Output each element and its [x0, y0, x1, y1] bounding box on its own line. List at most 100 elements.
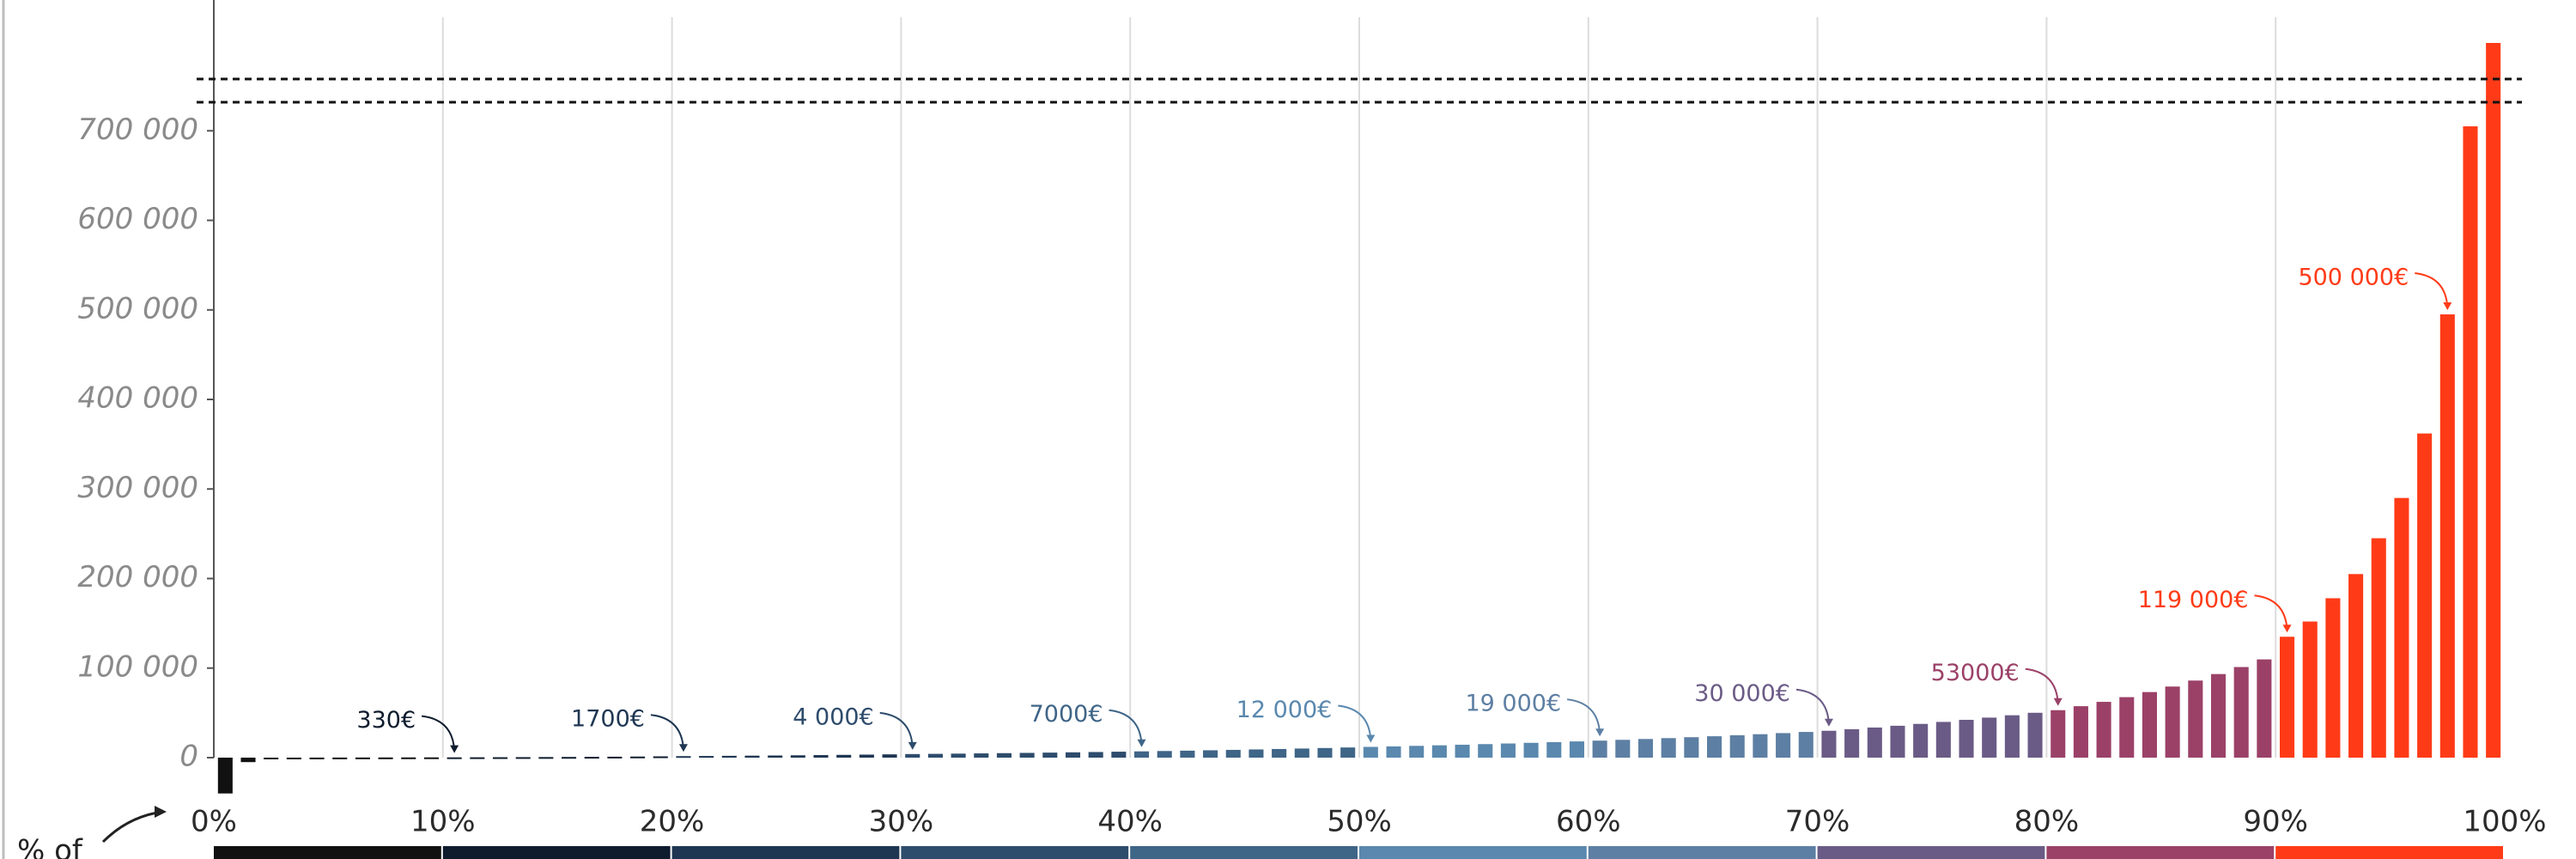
decile-band — [1130, 846, 1358, 859]
annotation-arrowhead — [2282, 624, 2292, 633]
bar — [1684, 737, 1699, 758]
bar — [2004, 715, 2020, 758]
x-tick-label: 20% — [640, 805, 705, 839]
bar — [2210, 673, 2227, 758]
decile-band — [442, 846, 671, 859]
bar — [2096, 702, 2111, 758]
bar — [217, 758, 233, 794]
x-tick-label: 90% — [2243, 805, 2308, 839]
bar — [2486, 43, 2501, 758]
annotation: 53000€ — [1931, 660, 2020, 686]
bar — [1249, 749, 1264, 758]
bar — [2371, 538, 2386, 758]
decile-band — [1588, 846, 1816, 859]
bar — [1431, 745, 1447, 758]
annotation-arrow — [1109, 709, 1143, 745]
bar — [1019, 752, 1035, 758]
annotation: 330€ — [356, 707, 416, 734]
bar — [1180, 750, 1195, 758]
x-tick-label: 100% — [2463, 805, 2546, 839]
bar — [813, 755, 829, 758]
decile-band — [2046, 846, 2275, 859]
bar — [1707, 736, 1722, 758]
bar — [1111, 752, 1127, 758]
bar — [2073, 706, 2088, 758]
bar — [768, 755, 783, 758]
bar — [2325, 598, 2341, 758]
annotation: 4 000€ — [793, 704, 873, 730]
bar — [2233, 667, 2249, 758]
bar — [1134, 751, 1150, 758]
bar — [401, 757, 416, 759]
bar — [470, 757, 485, 759]
bar — [1821, 730, 1837, 758]
bar — [1959, 719, 1974, 758]
bar — [264, 757, 279, 759]
x-tick-label: 40% — [1097, 805, 1163, 839]
annotation-arrowhead — [678, 744, 688, 752]
y-tick-label: 700 000 — [77, 113, 198, 147]
bar — [1776, 733, 1791, 758]
annotation-arrow — [2415, 271, 2449, 308]
bar — [2142, 691, 2157, 758]
y-tick-label: 600 000 — [77, 202, 198, 236]
bar — [240, 758, 256, 763]
bar — [2348, 574, 2364, 758]
annotation-arrow — [2025, 667, 2059, 704]
bar — [2302, 621, 2318, 758]
bar — [2257, 659, 2272, 758]
bar — [1546, 741, 1562, 758]
bar — [859, 754, 874, 758]
bar — [1042, 752, 1058, 758]
bar — [2165, 686, 2180, 758]
bar — [905, 753, 920, 758]
annotation-arrowhead — [450, 745, 459, 753]
bar — [562, 757, 577, 759]
annotation-arrow — [650, 714, 684, 750]
bar — [1455, 744, 1470, 758]
annotation-arrowhead — [1595, 728, 1605, 737]
bar — [1088, 752, 1103, 758]
bar — [1317, 747, 1333, 758]
bar — [676, 756, 691, 758]
annotation: 19 000€ — [1465, 691, 1561, 717]
annotation: 7000€ — [1030, 701, 1103, 728]
bar — [1523, 742, 1539, 758]
annotation-arrowhead — [2053, 698, 2063, 706]
annotation-arrow — [1795, 688, 1830, 724]
bar — [653, 756, 668, 758]
bar — [1409, 746, 1425, 758]
bar — [1294, 748, 1309, 758]
bar — [1569, 741, 1584, 758]
y-tick-label: 500 000 — [77, 291, 198, 326]
bar — [721, 755, 737, 758]
bar — [1913, 723, 1929, 758]
y-tick-label: 100 000 — [77, 649, 198, 684]
y-tick-label: 200 000 — [77, 560, 198, 594]
bar — [538, 757, 554, 759]
bar — [1203, 750, 1218, 758]
bar — [492, 757, 508, 759]
caption-arrowhead — [155, 806, 167, 818]
bar — [951, 753, 966, 758]
bar — [1500, 743, 1516, 758]
decile-band — [901, 846, 1129, 859]
bar — [1363, 746, 1378, 758]
bar — [1340, 747, 1356, 758]
bar — [1478, 744, 1493, 758]
bar — [1225, 749, 1241, 758]
x-tick-label: 70% — [1785, 805, 1850, 839]
caption-arrow — [101, 810, 164, 844]
bar — [1592, 740, 1607, 758]
bar — [2119, 697, 2135, 758]
annotation-arrowhead — [1824, 718, 1833, 727]
annotation-arrow — [422, 715, 456, 751]
annotation-arrowhead — [908, 741, 917, 750]
decile-band — [1359, 846, 1587, 859]
bar — [1386, 746, 1401, 758]
annotation: 30 000€ — [1694, 680, 1790, 707]
bar — [515, 757, 531, 759]
bar — [699, 756, 714, 758]
y-tick-label: 300 000 — [77, 471, 198, 505]
x-tick-label: 80% — [2014, 805, 2080, 839]
